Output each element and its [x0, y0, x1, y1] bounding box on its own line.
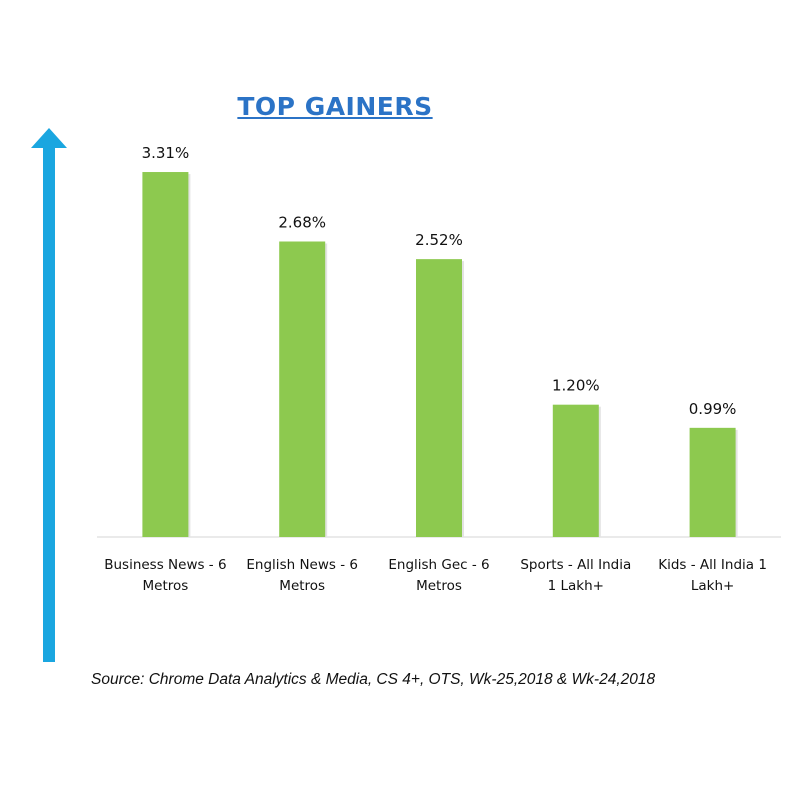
bar [689, 427, 736, 537]
category-label: Metros [416, 578, 462, 594]
category-label: Metros [143, 578, 189, 594]
category-label: 1 Lakh+ [548, 578, 604, 594]
category-label: English Gec - 6 [388, 557, 489, 573]
source-note: Source: Chrome Data Analytics & Media, C… [91, 671, 656, 688]
category-label: English News - 6 [246, 557, 358, 573]
data-label: 0.99% [689, 400, 737, 418]
bar [279, 241, 326, 537]
data-label: 2.68% [278, 213, 326, 231]
bar [142, 172, 189, 538]
bar [552, 404, 599, 537]
category-label: Kids - All India 1 [658, 557, 767, 573]
data-label: 2.52% [415, 231, 463, 249]
arrow-shaft [43, 146, 55, 662]
category-label: Business News - 6 [104, 557, 226, 573]
chart-title: TOP GAINERS [237, 92, 433, 121]
category-label: Lakh+ [691, 578, 734, 594]
bar [416, 259, 462, 537]
category-label: Sports - All India [520, 557, 631, 573]
up-arrow-icon [31, 128, 67, 148]
category-label: Metros [279, 578, 325, 594]
data-label: 1.20% [552, 377, 600, 395]
data-label: 3.31% [142, 144, 190, 162]
